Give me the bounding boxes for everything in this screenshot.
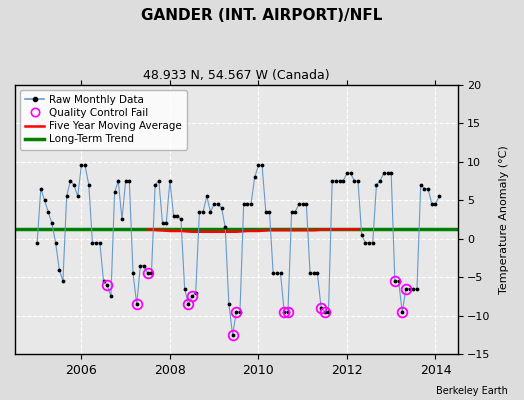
Text: GANDER (INT. AIRPORT)/NFL: GANDER (INT. AIRPORT)/NFL xyxy=(141,8,383,23)
Legend: Raw Monthly Data, Quality Control Fail, Five Year Moving Average, Long-Term Tren: Raw Monthly Data, Quality Control Fail, … xyxy=(20,90,188,150)
Title: 48.933 N, 54.567 W (Canada): 48.933 N, 54.567 W (Canada) xyxy=(143,69,330,82)
Text: Berkeley Earth: Berkeley Earth xyxy=(436,386,508,396)
Y-axis label: Temperature Anomaly (°C): Temperature Anomaly (°C) xyxy=(499,145,509,294)
